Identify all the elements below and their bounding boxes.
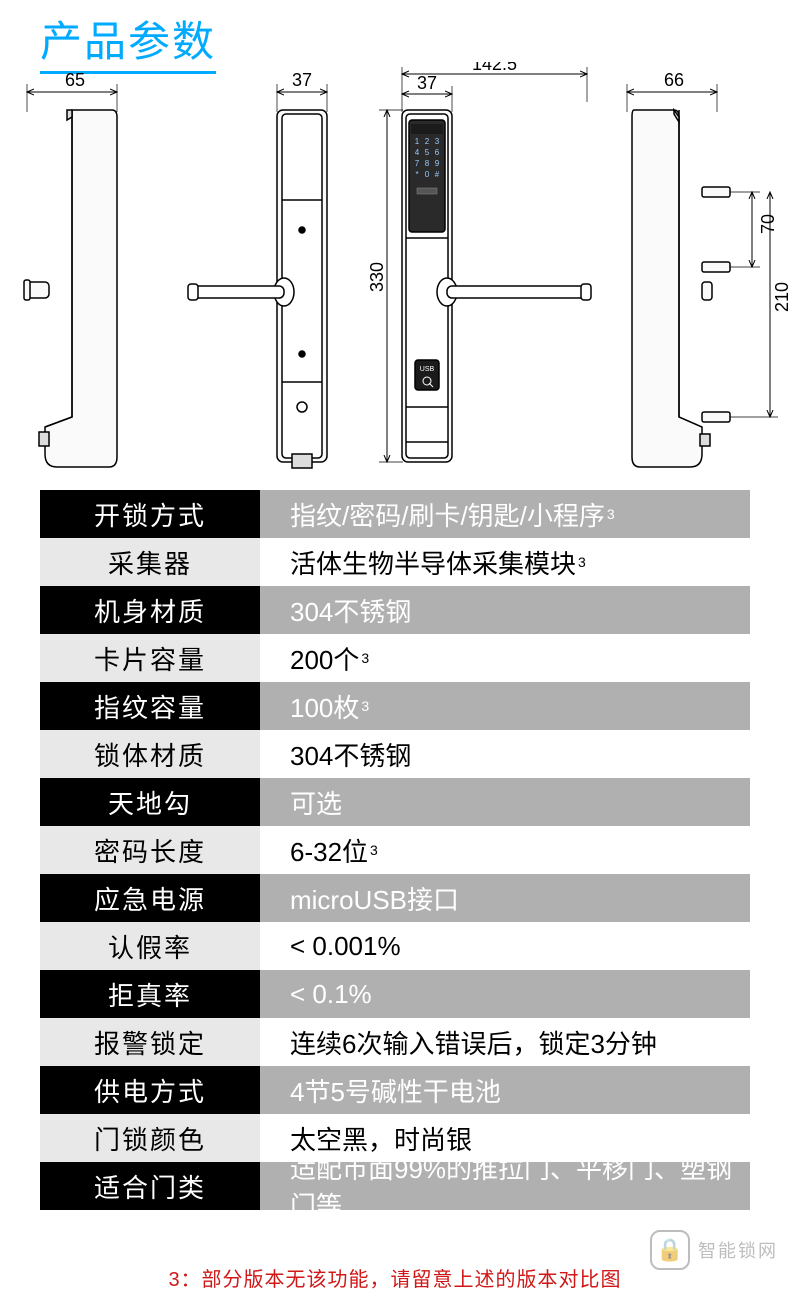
- spec-label: 卡片容量: [40, 634, 260, 682]
- spec-row: 拒真率< 0.1%: [40, 970, 750, 1018]
- spec-label: 应急电源: [40, 874, 260, 922]
- spec-row: 卡片容量200个3: [40, 634, 750, 682]
- dim-210: 210: [772, 282, 788, 312]
- svg-text:1: 1: [415, 137, 420, 146]
- spec-label: 认假率: [40, 922, 260, 970]
- spec-value: 可选: [260, 778, 750, 826]
- spec-value: 指纹/密码/刷卡/钥匙/小程序3: [260, 490, 750, 538]
- svg-text:4: 4: [415, 148, 420, 157]
- spec-value: 100枚3: [260, 682, 750, 730]
- spec-label: 开锁方式: [40, 490, 260, 538]
- spec-value: 连续6次输入错误后，锁定3分钟: [260, 1018, 750, 1066]
- spec-row: 认假率< 0.001%: [40, 922, 750, 970]
- spec-row: 天地勾可选: [40, 778, 750, 826]
- watermark-text: 智能锁网: [698, 1237, 778, 1263]
- spec-row: 供电方式4节5号碱性干电池: [40, 1066, 750, 1114]
- spec-label: 门锁颜色: [40, 1114, 260, 1162]
- spec-row: 锁体材质304不锈钢: [40, 730, 750, 778]
- svg-text:#: #: [435, 170, 440, 179]
- dim-37a: 37: [292, 70, 312, 90]
- spec-table: 开锁方式指纹/密码/刷卡/钥匙/小程序3采集器活体生物半导体采集模块3机身材质3…: [40, 490, 750, 1210]
- spec-value: 304不锈钢: [260, 730, 750, 778]
- spec-row: 报警锁定连续6次输入错误后，锁定3分钟: [40, 1018, 750, 1066]
- spec-value: 304不锈钢: [260, 586, 750, 634]
- spec-label: 适合门类: [40, 1162, 260, 1210]
- spec-row: 采集器活体生物半导体采集模块3: [40, 538, 750, 586]
- spec-value: < 0.001%: [260, 922, 750, 970]
- dim-142: 142.5: [472, 62, 517, 74]
- spec-row: 机身材质304不锈钢: [40, 586, 750, 634]
- spec-label: 天地勾: [40, 778, 260, 826]
- product-diagram: 65 37: [2, 62, 788, 474]
- spec-label: 报警锁定: [40, 1018, 260, 1066]
- spec-value: < 0.1%: [260, 970, 750, 1018]
- svg-text:3: 3: [435, 137, 440, 146]
- svg-text:8: 8: [425, 159, 430, 168]
- svg-text:2: 2: [425, 137, 430, 146]
- spec-label: 供电方式: [40, 1066, 260, 1114]
- dim-70: 70: [758, 214, 778, 234]
- spec-label: 锁体材质: [40, 730, 260, 778]
- spec-value: 适配市面99%的推拉门、平移门、塑钢门等: [260, 1162, 750, 1210]
- dim-66: 66: [664, 70, 684, 90]
- spec-row: 应急电源microUSB接口: [40, 874, 750, 922]
- svg-text:0: 0: [425, 170, 430, 179]
- dim-37b: 37: [417, 73, 437, 93]
- spec-row: 适合门类适配市面99%的推拉门、平移门、塑钢门等: [40, 1162, 750, 1210]
- lock-icon: 🔒: [650, 1230, 690, 1270]
- svg-text:7: 7: [415, 159, 420, 168]
- dim-330: 330: [367, 262, 387, 292]
- spec-value: 6-32位3: [260, 826, 750, 874]
- svg-text:6: 6: [435, 148, 440, 157]
- watermark: 🔒 智能锁网: [650, 1230, 778, 1270]
- dim-65: 65: [65, 70, 85, 90]
- spec-value: 4节5号碱性干电池: [260, 1066, 750, 1114]
- spec-value: 200个3: [260, 634, 750, 682]
- usb-label: USB: [420, 366, 435, 373]
- spec-label: 密码长度: [40, 826, 260, 874]
- spec-row: 开锁方式指纹/密码/刷卡/钥匙/小程序3: [40, 490, 750, 538]
- spec-label: 指纹容量: [40, 682, 260, 730]
- spec-label: 机身材质: [40, 586, 260, 634]
- spec-value: 活体生物半导体采集模块3: [260, 538, 750, 586]
- spec-label: 拒真率: [40, 970, 260, 1018]
- spec-row: 指纹容量100枚3: [40, 682, 750, 730]
- spec-row: 密码长度6-32位3: [40, 826, 750, 874]
- svg-text:*: *: [415, 170, 418, 179]
- spec-label: 采集器: [40, 538, 260, 586]
- svg-text:9: 9: [435, 159, 440, 168]
- svg-text:5: 5: [425, 148, 430, 157]
- spec-value: microUSB接口: [260, 874, 750, 922]
